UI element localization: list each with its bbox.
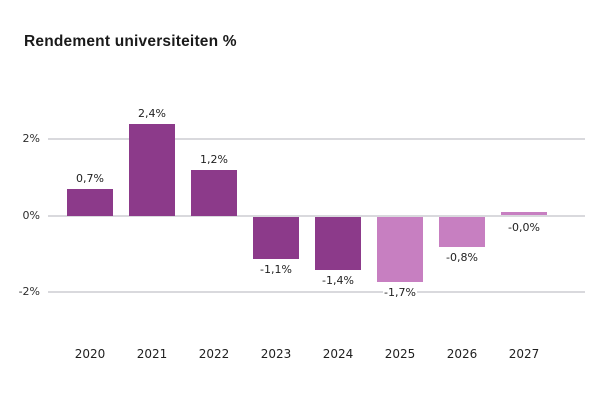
y-axis-tick--2%: -2% <box>18 285 40 298</box>
x-axis-label-2024: 2024 <box>322 347 354 361</box>
x-axis-label-2020: 2020 <box>74 347 106 361</box>
value-label-2025: -1,7% <box>383 285 417 299</box>
value-label-2026: -0,8% <box>445 251 479 265</box>
value-label-2024: -1,4% <box>321 274 355 288</box>
y-axis-tick-0%: 0% <box>22 208 40 222</box>
gridline-0% <box>48 214 585 217</box>
gridline--2% <box>48 291 585 293</box>
value-label-2022: 1,2% <box>199 152 229 166</box>
bar-2025 <box>377 216 423 282</box>
chart-title: Rendement universiteiten % <box>24 33 237 50</box>
value-label-2020: 0,7% <box>75 171 105 185</box>
x-axis-label-2025: 2025 <box>384 347 416 361</box>
bar-2022 <box>191 169 237 217</box>
bar-2020 <box>67 188 113 217</box>
bar-2027 <box>501 212 547 215</box>
x-axis-label-2027: 2027 <box>508 347 540 361</box>
y-axis-tick-2%: 2% <box>22 132 40 145</box>
x-axis-label-2026: 2026 <box>446 347 478 361</box>
x-axis-label-2023: 2023 <box>260 347 292 361</box>
bar-2026 <box>439 216 485 248</box>
value-label-2023: -1,1% <box>259 262 293 276</box>
value-label-2027: -0,0% <box>507 220 541 234</box>
x-axis-label-2021: 2021 <box>136 347 168 361</box>
bar-2024 <box>315 216 361 271</box>
bar-2023 <box>253 216 299 259</box>
value-label-2021: 2,4% <box>137 106 167 120</box>
gridline-2% <box>48 138 585 140</box>
bar-2021 <box>129 123 175 217</box>
x-axis-label-2022: 2022 <box>198 347 230 361</box>
